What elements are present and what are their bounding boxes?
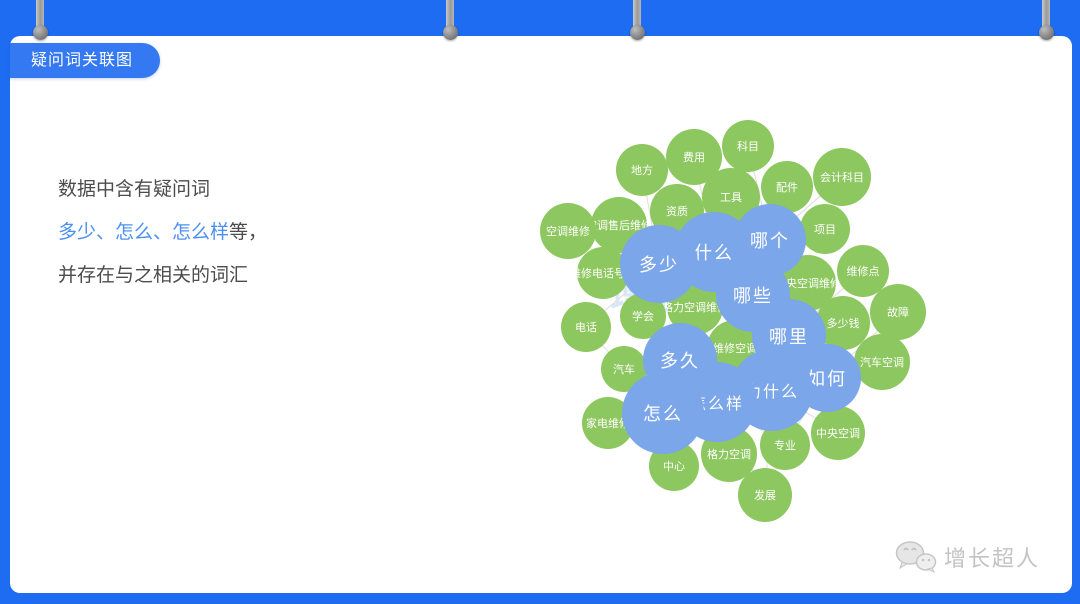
bubble-duoshao: 多少 [620, 225, 698, 303]
pin-stem [36, 0, 44, 29]
highlight-keywords: 多少、怎么、怎么样 [58, 222, 230, 243]
description-line-2-rest: 等， [229, 222, 268, 243]
pin-head [629, 25, 645, 40]
slide-title-badge: 疑问词关联图 [10, 43, 161, 78]
pin-stem [446, 0, 454, 29]
brand-logo: 增长超人 [895, 541, 1040, 573]
bubble-kemu: 科目 [722, 120, 774, 172]
description-line-1: 数据中含有疑问词 [58, 179, 211, 200]
description-line-2: 多少、怎么、怎么样等， [58, 211, 267, 254]
bubble-xiangmu: 项目 [800, 204, 850, 254]
bubble-kuaijikemu: 会计科目 [813, 148, 871, 206]
pin-stem [1042, 0, 1050, 29]
pin-head [32, 25, 48, 40]
wechat-icon [895, 541, 937, 573]
brand-name: 增长超人 [943, 546, 1040, 571]
pin-head [1038, 25, 1054, 40]
description-block: 数据中含有疑问词 多少、怎么、怎么样等， 并存在与之相关的词汇 [58, 168, 267, 297]
bubble-zhongyangkongtiao: 中央空调 [811, 406, 865, 460]
description-line-3: 并存在与之相关的词汇 [58, 265, 249, 286]
pin-stem [633, 0, 641, 29]
hanging-pin-icon [442, 0, 458, 40]
hanging-pin-icon [32, 0, 48, 40]
pin-head [442, 25, 458, 40]
bubble-guzhang: 故障 [870, 284, 926, 340]
hanging-pin-icon [629, 0, 645, 40]
bubble-dianhua: 电话 [561, 302, 611, 352]
bubble-fazhan: 发展 [738, 468, 792, 522]
hanging-pin-icon [1038, 0, 1054, 40]
bubble-duojiu: 多久 [643, 323, 717, 397]
bubble-qichekongtiao: 汽车空调 [854, 334, 910, 390]
